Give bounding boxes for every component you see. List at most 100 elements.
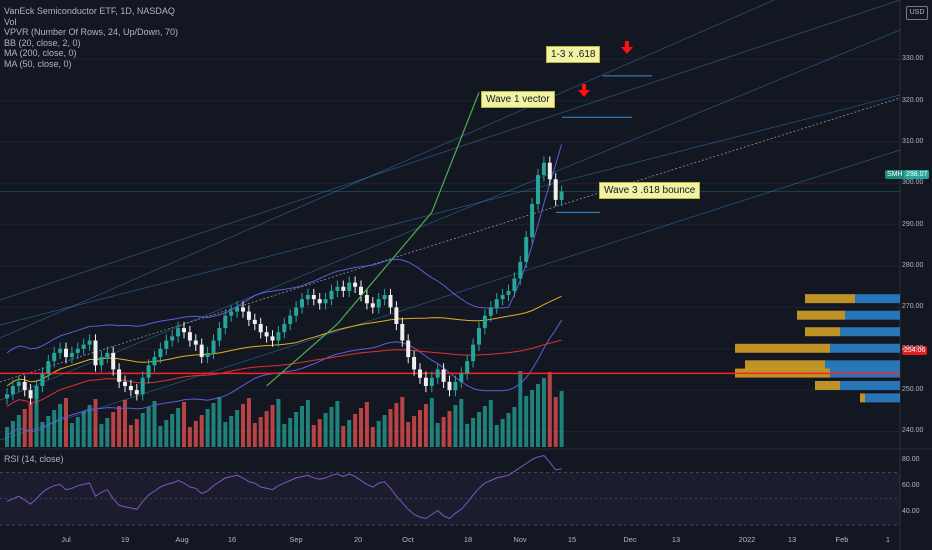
volume-bar	[447, 411, 452, 447]
candle-body	[459, 373, 464, 382]
volume-bar	[382, 415, 387, 447]
trend-channel-line	[0, 29, 901, 401]
candle-body	[276, 332, 281, 341]
legend-title[interactable]: VanEck Semiconductor ETF, 1D, NASDAQ	[4, 6, 175, 16]
volume-bar	[40, 422, 45, 447]
volume-bar	[311, 425, 316, 447]
rsi-tick-label: 60.00	[902, 481, 920, 489]
price-tick-label: 330.00	[902, 55, 924, 63]
candle-body	[553, 179, 558, 200]
volume-bar	[81, 411, 86, 447]
candle-body	[547, 162, 552, 180]
vpvr-down-bar	[815, 380, 840, 390]
candle-body	[152, 357, 157, 366]
candle-body	[364, 295, 369, 304]
vpvr-down-bar	[860, 393, 865, 403]
volume-bar	[128, 425, 133, 447]
volume-bar	[146, 407, 151, 447]
legend-vpvr[interactable]: VPVR (Number Of Rows, 24, Up/Down, 70)	[4, 27, 179, 38]
candle-body	[482, 315, 487, 329]
volume-bar	[117, 406, 122, 447]
volume-bar	[441, 417, 446, 447]
candle-body	[518, 261, 523, 279]
candle-body	[134, 390, 139, 395]
candle-body	[246, 311, 251, 320]
volume-bar	[423, 404, 428, 447]
candle-body	[359, 286, 363, 296]
candle-body	[264, 332, 269, 337]
candle-body	[117, 369, 122, 382]
volume-bar	[323, 413, 328, 447]
annotation-1-3-618[interactable]: 1-3 x .618	[546, 46, 601, 63]
legend-vol[interactable]: Vol	[4, 16, 17, 27]
legend-bb[interactable]: BB (20, close, 2, 0)	[4, 37, 81, 48]
volume-bar	[359, 408, 363, 447]
vpvr-down-bar	[797, 310, 845, 320]
candle-body	[329, 290, 334, 300]
candle-body	[64, 348, 68, 358]
wave-vector-line	[431, 92, 480, 213]
candle-body	[22, 381, 27, 391]
volume-bar	[541, 378, 546, 447]
volume-bar	[412, 416, 417, 447]
volume-bar	[176, 408, 181, 447]
candle-body	[453, 381, 458, 391]
candle-body	[341, 286, 346, 291]
volume-bar	[99, 424, 104, 447]
candle-body	[305, 295, 310, 300]
rsi-tick-label: 80.00	[902, 455, 920, 463]
volume-bar	[347, 420, 352, 447]
trend-channel-line	[0, 94, 901, 326]
candle-body	[376, 299, 381, 308]
trend-midline	[0, 97, 901, 383]
time-tick-label: Dec	[623, 535, 637, 544]
candle-body	[99, 357, 104, 366]
candle-body	[412, 357, 417, 370]
candle-body	[199, 344, 204, 358]
volume-bar	[87, 405, 92, 447]
volume-bar	[270, 405, 275, 447]
candle-body	[406, 340, 411, 358]
candle-body	[300, 299, 304, 308]
volume-bar	[429, 398, 434, 447]
volume-bar	[453, 405, 458, 447]
candle-body	[559, 191, 564, 200]
volume-bar	[276, 399, 281, 447]
ticker-tag: SMH	[885, 170, 905, 179]
volume-bar	[418, 410, 422, 447]
vpvr-down-bar	[735, 343, 830, 353]
rsi-legend[interactable]: RSI (14, close)	[4, 454, 64, 464]
legend-ma50[interactable]: MA (50, close, 0)	[4, 58, 72, 69]
currency-button[interactable]: USD	[906, 6, 928, 20]
volume-bar	[376, 421, 381, 447]
annotation-wave-3-bounce[interactable]: Wave 3 .618 bounce	[599, 182, 701, 199]
price-tick-label: 300.00	[902, 179, 924, 187]
candle-body	[46, 361, 51, 374]
candle-body	[317, 299, 322, 304]
candle-body	[270, 336, 275, 341]
time-tick-label: Sep	[289, 535, 303, 544]
volume-bar	[258, 417, 263, 447]
price-tick-label: 270.00	[902, 303, 924, 311]
candle-body	[193, 340, 198, 345]
legend-ma200[interactable]: MA (200, close, 0)	[4, 48, 77, 59]
volume-bar	[58, 404, 63, 447]
candle-body	[530, 204, 535, 238]
candle-body	[500, 295, 505, 300]
volume-bar	[52, 410, 57, 447]
candle-body	[146, 365, 151, 378]
time-tick-label: 1	[885, 535, 891, 544]
candle-body	[382, 295, 387, 300]
vpvr-up-bar	[830, 343, 900, 353]
annotation-wave-1-vector[interactable]: Wave 1 vector	[481, 91, 555, 108]
volume-bar	[506, 413, 511, 447]
time-tick-label: 19	[120, 535, 130, 544]
candle-body	[140, 377, 145, 395]
candle-body	[5, 394, 9, 399]
candle-body	[524, 237, 529, 262]
volume-bar	[400, 397, 405, 447]
bb-upper-line	[6, 144, 563, 354]
candle-body	[477, 328, 481, 345]
